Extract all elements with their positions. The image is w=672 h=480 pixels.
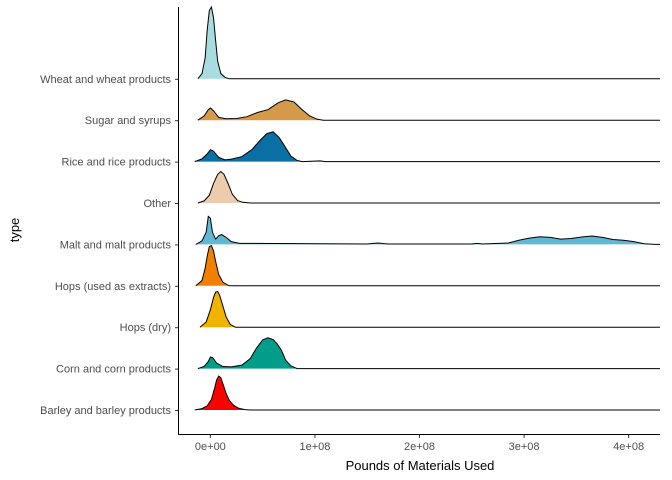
x-tick-label: 2e+08	[404, 441, 435, 453]
ridge-area-corn-and-corn-products	[197, 337, 298, 369]
ridge-outline-corn-and-corn-products	[197, 337, 660, 370]
y-tick-label: Other	[143, 198, 171, 210]
x-axis-title: Pounds of Materials Used	[346, 458, 495, 473]
y-tick-label: Rice and rice products	[62, 157, 172, 169]
ridge-outline-wheat-and-wheat-products	[197, 5, 660, 80]
y-tick-label: Sugar and syrups	[85, 115, 172, 127]
ridge-outline-rice-and-rice-products	[194, 131, 660, 163]
ridge-area-hops-used-as-extracts	[195, 245, 230, 286]
ridge-outline-sugar-and-syrups	[197, 99, 660, 121]
y-tick-label: Hops (dry)	[120, 322, 171, 334]
x-tick-label: 3e+08	[509, 441, 540, 453]
ridge-outline-hops-used-as-extracts	[195, 244, 660, 287]
ridge-area-malt-and-malt-products	[195, 216, 655, 245]
x-tick-label: 1e+08	[299, 441, 330, 453]
ridges-layer	[194, 5, 660, 411]
x-axis-ticks: 0e+00 1e+08 2e+08 3e+08 4e+08	[195, 435, 644, 453]
ridge-area-sugar-and-syrups	[197, 99, 324, 121]
y-tick-label: Corn and corn products	[56, 364, 171, 376]
y-tick-label: Barley and barley products	[40, 405, 171, 417]
ridge-outline-other	[197, 170, 660, 204]
ridge-area-wheat-and-wheat-products	[197, 7, 230, 79]
ridge-area-rice-and-rice-products	[194, 131, 326, 162]
y-axis-ticks: Wheat and wheat products Sugar and syrups…	[40, 74, 178, 417]
x-tick-label: 0e+00	[195, 441, 226, 453]
y-tick-label: Malt and malt products	[60, 239, 172, 251]
ridge-outline-hops-dry	[199, 290, 660, 328]
ridge-area-barley-and-barley-products	[194, 376, 251, 410]
ridge-outline-barley-and-barley-products	[194, 375, 660, 411]
ridge-area-other	[197, 171, 251, 203]
x-tick-label: 4e+08	[613, 441, 644, 453]
ridge-outline-malt-and-malt-products	[195, 215, 660, 245]
ridge-area-hops-dry	[199, 291, 236, 328]
y-axis-title: type	[7, 218, 22, 243]
y-tick-label: Hops (used as extracts)	[55, 281, 171, 293]
y-tick-label: Wheat and wheat products	[40, 74, 171, 86]
